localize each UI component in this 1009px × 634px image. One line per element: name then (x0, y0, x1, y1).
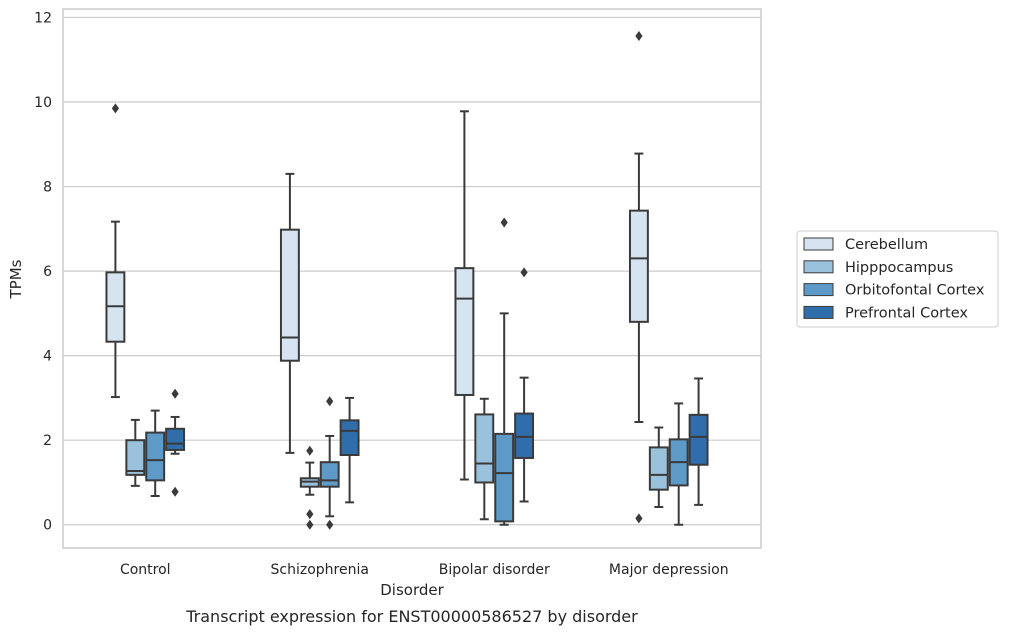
x-tick-label: Major depression (609, 562, 729, 578)
outlier-point (111, 103, 120, 114)
y-tick-label: 10 (34, 95, 52, 111)
box (494, 217, 515, 526)
box (339, 396, 360, 504)
series-group (125, 397, 669, 530)
series-group (165, 267, 709, 506)
box (628, 31, 649, 524)
box (165, 388, 186, 497)
x-tick-label: Control (120, 562, 171, 578)
outlier-point (326, 396, 334, 407)
box-iqr (454, 267, 475, 396)
outlier-point (171, 388, 179, 399)
legend-swatch (803, 283, 834, 297)
box-iqr (474, 413, 495, 484)
box (668, 402, 689, 526)
box-series (105, 31, 709, 530)
legend-label: Prefrontal Cortex (845, 305, 968, 321)
box-iqr (514, 412, 535, 459)
outlier-point (635, 31, 643, 42)
box (299, 445, 320, 530)
box-iqr (165, 427, 186, 451)
x-tick-labels: Control Schizophrenia Bipolar disorder Majo… (120, 562, 729, 578)
box-iqr (648, 446, 669, 491)
outlier-point (500, 217, 508, 228)
box (474, 397, 495, 521)
legend-swatch (803, 260, 834, 274)
box (648, 426, 669, 508)
box-iqr (688, 413, 709, 466)
box-iqr (319, 461, 340, 488)
box-iqr (279, 228, 300, 362)
box (125, 418, 146, 487)
legend-swatch (803, 305, 834, 319)
outlier-point (306, 519, 314, 530)
y-tick-label: 2 (43, 433, 52, 449)
x-tick-label: Bipolar disorder (439, 562, 550, 578)
outlier-point (171, 486, 179, 497)
box (279, 172, 300, 454)
outlier-point (306, 509, 314, 520)
y-tick-labels: 0 2 4 6 8 10 12 (34, 10, 52, 533)
box-iqr (628, 209, 649, 323)
legend-frame (796, 230, 999, 328)
series-group (105, 31, 649, 524)
box-iqr (145, 431, 166, 482)
plot-frame (62, 8, 762, 549)
y-tick-label: 4 (43, 349, 52, 365)
box-iqr (339, 419, 360, 456)
box (145, 409, 166, 498)
y-tick-label: 6 (43, 264, 52, 280)
outlier-point (326, 519, 334, 530)
y-tick-label: 8 (43, 180, 52, 196)
box (688, 377, 709, 506)
box-iqr (125, 439, 146, 476)
outlier-point (635, 513, 643, 524)
y-axis-label: TPMs (7, 259, 25, 299)
x-axis-label: Disorder (380, 581, 444, 599)
legend-swatch (803, 237, 834, 251)
box (319, 396, 340, 530)
box (105, 103, 126, 399)
legend-label: Hipppocampus (845, 260, 953, 276)
box (514, 267, 535, 503)
series-group (145, 217, 689, 530)
outlier-point (306, 445, 314, 456)
y-tick-label: 12 (34, 10, 52, 26)
outlier-point (520, 267, 528, 278)
legend-label: Cerebellum (845, 237, 928, 253)
y-tick-label: 0 (43, 518, 52, 534)
box (454, 110, 475, 481)
chart-caption: Transcript expression for ENST0000058652… (185, 607, 638, 626)
box-iqr (494, 432, 515, 523)
legend: Cerebellum Hipppocampus Orbitofontal Corte… (796, 230, 999, 328)
x-tick-label: Schizophrenia (271, 562, 369, 578)
legend-label: Orbitofontal Cortex (845, 283, 985, 299)
